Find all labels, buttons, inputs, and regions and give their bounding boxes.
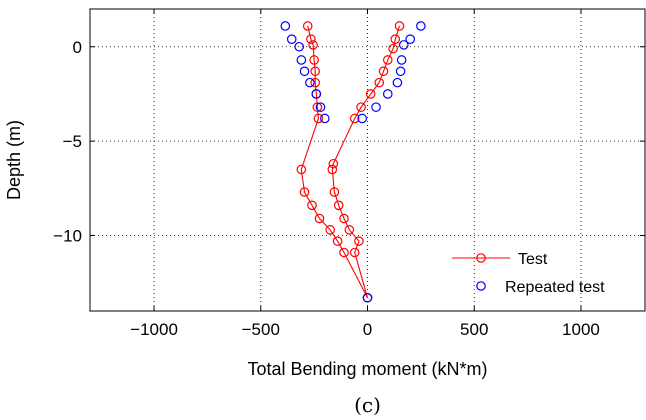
legend-marker-test	[476, 253, 486, 263]
data-point	[327, 164, 338, 175]
data-point	[310, 66, 321, 77]
data-point	[362, 292, 373, 303]
data-point	[396, 55, 407, 65]
figure-caption: (c)	[354, 393, 381, 417]
data-point	[354, 236, 364, 246]
data-point	[398, 40, 409, 50]
data-point	[312, 102, 323, 112]
data-point	[320, 113, 330, 124]
data-point	[405, 34, 415, 44]
x-ticks: −1000 −500 0 500 1000	[130, 9, 600, 339]
x-tick-label: 0	[363, 320, 372, 339]
data-point	[296, 164, 307, 175]
data-point	[314, 213, 325, 224]
data-point	[344, 225, 355, 235]
data-point	[310, 77, 321, 88]
data-point	[382, 55, 393, 65]
data-point	[329, 187, 340, 197]
data-point	[286, 34, 297, 44]
plot-frame	[89, 8, 646, 312]
data-point	[302, 21, 313, 31]
data-point	[299, 187, 310, 197]
data-point	[306, 34, 316, 44]
data-point	[299, 66, 310, 77]
data-point	[309, 55, 319, 65]
x-tick-label: −500	[242, 320, 280, 339]
data-point	[378, 66, 389, 77]
data-point	[392, 77, 403, 88]
data-point	[416, 21, 426, 31]
data-point	[349, 113, 360, 124]
plot-area	[90, 9, 645, 311]
data-point	[315, 102, 326, 112]
legend: Test Repeated test	[452, 251, 605, 296]
y-ticks: 0 −5 −10	[53, 38, 645, 246]
x-tick-label: 1000	[562, 320, 600, 339]
data-point	[332, 236, 343, 246]
data-point	[365, 89, 376, 99]
data-point	[349, 247, 360, 258]
x-tick-label: −1000	[130, 320, 178, 339]
data-point	[311, 89, 322, 99]
data-point	[308, 40, 318, 50]
data-point	[339, 213, 349, 224]
data-point	[328, 158, 339, 169]
x-tick-label: 500	[460, 320, 488, 339]
data-point	[357, 113, 367, 124]
data-point	[395, 66, 406, 77]
series-test	[296, 21, 405, 303]
data-point	[382, 89, 393, 99]
data-point	[388, 43, 398, 54]
y-tick-label: −10	[53, 227, 82, 246]
series-repeated-test	[280, 21, 426, 303]
data-point	[296, 55, 307, 65]
data-point	[325, 225, 335, 235]
legend-label-test: Test	[518, 251, 548, 268]
data-point	[307, 200, 317, 211]
data-point	[394, 21, 405, 31]
y-tick-label: −5	[63, 132, 82, 151]
data-point	[305, 77, 315, 88]
data-point	[294, 41, 304, 52]
x-axis-title: Total Bending moment (kN*m)	[247, 359, 487, 379]
data-point	[339, 247, 349, 258]
data-point	[374, 77, 385, 88]
series-line	[300, 25, 401, 299]
data-point	[356, 102, 366, 112]
data-point	[313, 113, 324, 124]
grid	[90, 9, 645, 311]
series-layer	[280, 21, 426, 303]
data-point	[333, 200, 344, 211]
y-axis-title: Depth (m)	[4, 120, 24, 200]
data-point	[280, 21, 291, 31]
legend-label-repeated-test: Repeated test	[505, 279, 605, 296]
data-point	[390, 34, 401, 44]
y-tick-label: 0	[73, 38, 82, 57]
data-point	[371, 102, 381, 112]
legend-marker-repeated-test	[476, 281, 486, 291]
